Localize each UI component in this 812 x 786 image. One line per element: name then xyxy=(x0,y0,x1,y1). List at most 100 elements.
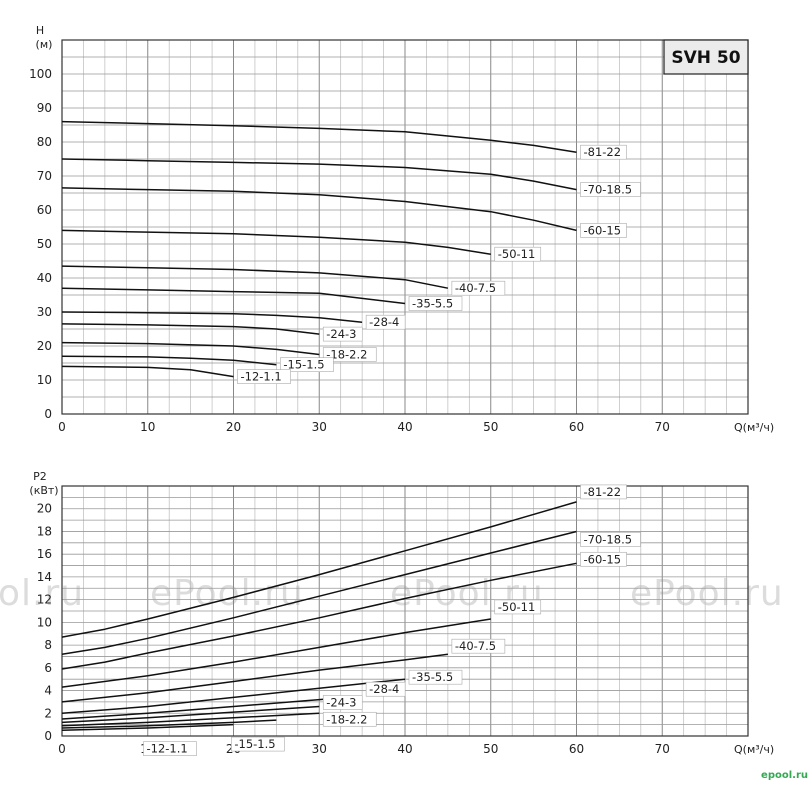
curve-label: -24-3 xyxy=(322,326,363,342)
curve-label-text: -81-22 xyxy=(584,145,622,159)
y-tick-label: 60 xyxy=(37,203,52,217)
series-line-15-1-5 xyxy=(61,719,277,729)
x-tick-label: 30 xyxy=(312,420,327,434)
curve-label: -50-11 xyxy=(494,599,542,615)
series-line-50-11 xyxy=(61,618,491,688)
y-tick-label: 2 xyxy=(44,706,52,720)
curve-label: -18-2.2 xyxy=(322,711,377,727)
curve-label-text: -70-18.5 xyxy=(584,183,633,197)
y-tick-label: 14 xyxy=(37,570,52,584)
y-tick-label: 90 xyxy=(37,101,52,115)
watermark-text: ePool.ru xyxy=(150,573,304,614)
model-label-box: SVH 50 xyxy=(663,39,749,75)
watermark-text: ePool.ru xyxy=(630,573,784,614)
x-tick-label: 40 xyxy=(397,742,412,756)
y-axis-unit: (м) xyxy=(36,38,53,51)
curve-label-text: -35-5.5 xyxy=(412,297,453,311)
curve-label: -40-7.5 xyxy=(451,638,506,654)
x-tick-label: 0 xyxy=(58,742,66,756)
series-line-24-3 xyxy=(61,323,320,335)
curve-label-text: -60-15 xyxy=(584,223,622,237)
plot-frame xyxy=(61,39,749,415)
x-tick-label: 20 xyxy=(226,420,241,434)
curve-label-text: -18-2.2 xyxy=(326,348,367,362)
x-tick-label: 70 xyxy=(655,420,670,434)
curve-label-text: -28-4 xyxy=(369,682,399,696)
curve-label: -81-22 xyxy=(580,484,627,500)
curve-label-text: -24-3 xyxy=(326,327,356,341)
curve-label-text: -60-15 xyxy=(584,552,622,566)
curve-label-text: -12-1.1 xyxy=(241,370,282,384)
y-tick-label: 10 xyxy=(37,615,52,629)
brand-logo: epool.ru xyxy=(761,770,808,781)
y-tick-label: 40 xyxy=(37,271,52,285)
curve-label-text: -40-7.5 xyxy=(455,281,496,295)
x-tick-label: 40 xyxy=(397,420,412,434)
x-axis-label: Q(м³/ч) xyxy=(734,743,774,756)
curve-label: -28-4 xyxy=(365,314,406,330)
curve-label: -70-18.5 xyxy=(580,182,641,197)
series-line-12-1-1 xyxy=(61,723,234,732)
series-line-70-18-5 xyxy=(61,530,577,655)
series-line-70-18-5 xyxy=(61,158,577,191)
curve-label: -18-2.2 xyxy=(322,347,377,362)
series-line-81-22 xyxy=(61,501,577,638)
curve-label: -28-4 xyxy=(365,681,406,697)
power-curve-chart: 01020304050607002468101214161820P2(кВт)Q… xyxy=(29,470,774,756)
curve-label: -35-5.5 xyxy=(408,296,463,311)
y-tick-label: 0 xyxy=(44,407,52,421)
series-line-12-1-1 xyxy=(61,365,234,378)
y-tick-label: 50 xyxy=(37,237,52,251)
head-curve-chart: 0 10 20 30 40 50 60 70 0 10 20 30 40 50 60 70 80 90 100 H(м… xyxy=(29,24,774,434)
watermark-text: ol.ru xyxy=(0,573,84,614)
series-line-60-15 xyxy=(61,187,577,232)
series-line-24-3 xyxy=(61,705,320,724)
y-tick-label: 100 xyxy=(29,67,52,81)
series-line-81-22 xyxy=(61,120,577,153)
y-axis-unit: (кВт) xyxy=(29,484,58,497)
series-line-18-2-2 xyxy=(61,341,320,356)
curve-label: -15-1.5 xyxy=(280,357,334,373)
series-line-40-7-5 xyxy=(61,265,449,289)
curve-label-text: -35-5.5 xyxy=(412,670,453,684)
y-tick-label: 16 xyxy=(37,547,52,561)
grid xyxy=(61,485,749,737)
y-tick-label: 70 xyxy=(37,169,52,183)
x-tick-label: 50 xyxy=(483,742,498,756)
series-line-28-4 xyxy=(61,311,363,323)
curve-label: -50-11 xyxy=(494,246,542,262)
y-tick-label: 12 xyxy=(37,593,52,607)
series-line-18-2-2 xyxy=(61,712,320,727)
y-tick-label: 10 xyxy=(37,373,52,387)
curve-label-text: -40-7.5 xyxy=(455,639,496,653)
curve-label: -70-18.5 xyxy=(580,532,641,547)
curve-label-text: -24-3 xyxy=(326,695,356,709)
x-tick-label: 50 xyxy=(483,420,498,434)
y-tick-label: 20 xyxy=(37,339,52,353)
x-tick-label: 60 xyxy=(569,420,584,434)
y-tick-label: 0 xyxy=(44,729,52,743)
y-axis-label: H xyxy=(36,24,44,37)
curve-label: -24-3 xyxy=(322,695,363,710)
curve-label-text: -15-1.5 xyxy=(234,737,275,751)
curve-label-text: -70-18.5 xyxy=(584,532,633,546)
plot-frame xyxy=(61,485,749,737)
curve-label: -40-7.5 xyxy=(451,280,506,296)
curve-label-text: -50-11 xyxy=(498,247,536,261)
series-line-60-15 xyxy=(61,562,577,670)
curve-label: -12-1.1 xyxy=(143,741,197,756)
x-axis-label: Q(м³/ч) xyxy=(734,421,774,434)
x-tick-label: 60 xyxy=(569,742,584,756)
curve-label: -35-5.5 xyxy=(408,669,463,685)
model-label: SVH 50 xyxy=(671,48,740,68)
curve-label: -12-1.1 xyxy=(237,369,291,384)
curve-label-text: -12-1.1 xyxy=(147,742,188,756)
series-line-35-5-5 xyxy=(61,678,406,715)
y-axis-label: P2 xyxy=(33,470,47,483)
curve-label: -15-1.5 xyxy=(231,736,285,752)
curve-label-text: -50-11 xyxy=(498,600,536,614)
y-tick-label: 4 xyxy=(44,684,52,698)
y-tick-label: 8 xyxy=(44,638,52,652)
curve-label: -60-15 xyxy=(580,551,627,567)
